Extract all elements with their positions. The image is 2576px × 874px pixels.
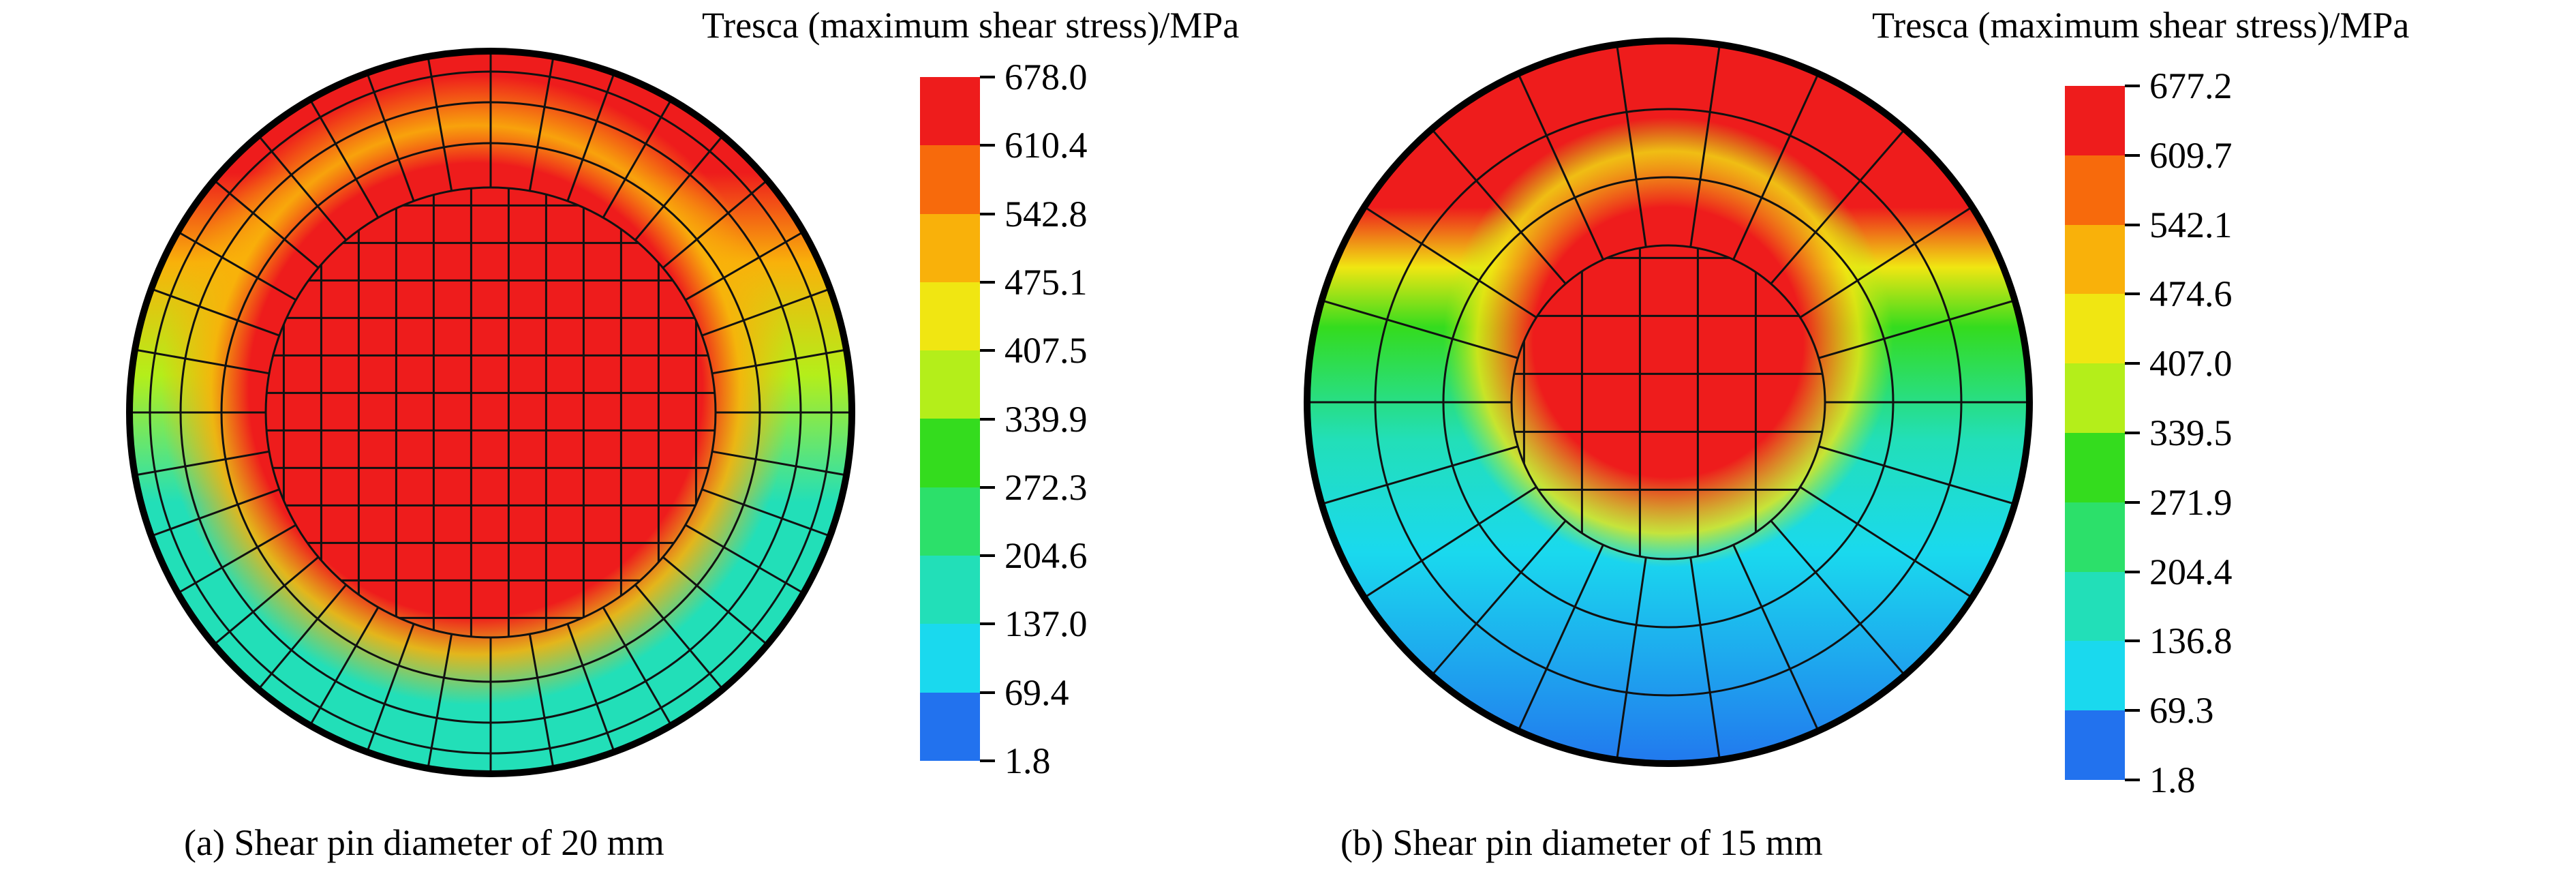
scale-tick-label: 339.9	[1005, 398, 1088, 440]
scale-tick-label: 407.0	[2149, 343, 2233, 385]
color-scale-bar	[2065, 86, 2125, 780]
color-band	[920, 213, 980, 282]
scale-tick-label: 407.5	[1005, 330, 1088, 372]
color-scale-ticks: 677.2 609.7 542.1 474.6 407.0 339.5 271.…	[2125, 65, 2329, 800]
color-band	[920, 145, 980, 214]
scale-tick-label: 204.4	[2149, 551, 2233, 592]
scale-tick-label: 204.6	[1005, 535, 1088, 577]
color-band	[920, 282, 980, 351]
stress-contour-plot	[126, 48, 855, 777]
scale-tick-label: 1.8	[1005, 740, 1051, 781]
color-band	[2065, 432, 2125, 502]
color-scale-bar	[920, 77, 980, 761]
scale-tick-label: 339.5	[2149, 412, 2233, 453]
scale-tick-label: 678.0	[1005, 57, 1088, 97]
scale-tick-label: 610.4	[1005, 125, 1088, 166]
color-band	[2065, 641, 2125, 711]
scale-tick-label: 474.6	[2149, 273, 2233, 315]
scale-tick-label: 137.0	[1005, 603, 1088, 645]
color-band	[2065, 294, 2125, 364]
panel-b: Tresca (maximum shear stress)/MPa 677.2 …	[1288, 0, 2576, 874]
stress-contour-plot	[1304, 37, 2033, 767]
color-band	[920, 487, 980, 556]
color-band	[920, 556, 980, 624]
scale-tick-label: 609.7	[2149, 134, 2233, 176]
legend-title: Tresca (maximum shear stress)/MPa	[1872, 5, 2410, 46]
color-band	[2065, 155, 2125, 225]
scale-tick-label: 475.1	[1005, 261, 1088, 303]
scale-tick-label: 542.1	[2149, 204, 2233, 245]
scale-tick-label: 136.8	[2149, 620, 2233, 662]
scale-tick-label: 542.8	[1005, 193, 1088, 235]
color-band	[920, 692, 980, 761]
color-band	[920, 77, 980, 146]
color-band	[920, 624, 980, 693]
scale-tick-label: 272.3	[1005, 466, 1088, 508]
color-band	[2065, 363, 2125, 433]
color-band	[920, 350, 980, 419]
scale-tick-label: 1.8	[2149, 759, 2196, 800]
color-band	[2065, 710, 2125, 780]
scale-tick-label: 677.2	[2149, 65, 2233, 106]
panel-a: Tresca (maximum shear stress)/MPa 678.0 …	[126, 5, 1240, 863]
scale-tick-label: 271.9	[2149, 481, 2233, 523]
color-band	[920, 419, 980, 487]
color-band	[2065, 86, 2125, 155]
scale-tick-label: 69.3	[2149, 690, 2214, 732]
scale-tick-label: 69.4	[1005, 672, 1069, 713]
color-band	[2065, 224, 2125, 295]
figure-caption: (b) Shear pin diameter of 15 mm	[1340, 822, 1823, 863]
legend-title: Tresca (maximum shear stress)/MPa	[702, 5, 1240, 46]
figure-caption: (a) Shear pin diameter of 20 mm	[184, 822, 664, 863]
color-band	[2065, 571, 2125, 642]
color-band	[2065, 502, 2125, 572]
color-scale-ticks: 678.0 610.4 542.8 475.1 407.5 339.9 272.…	[980, 57, 1184, 781]
